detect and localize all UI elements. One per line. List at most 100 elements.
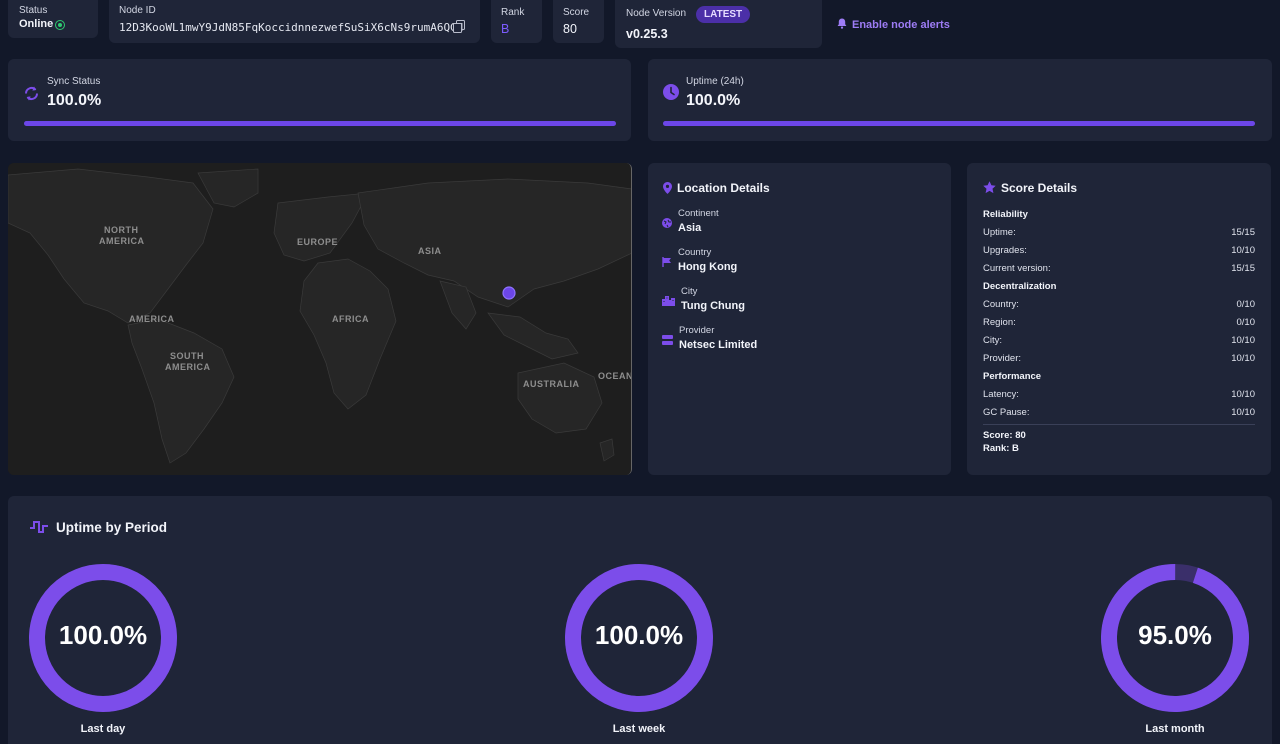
map-label-europe: EUROPE [297, 237, 338, 247]
status-card: Status Online [8, 0, 98, 38]
map-label-america: AMERICA [129, 314, 175, 324]
score-card: Score 80 [553, 0, 604, 43]
map-label-australia: AUSTRALIA [523, 379, 580, 389]
location-continent: Continent Asia [662, 208, 719, 234]
region-row-label: Region: [983, 316, 1016, 328]
continent-label: Continent [678, 208, 719, 219]
performance-heading: Performance [983, 370, 1042, 382]
map-label-south-america-2: AMERICA [165, 362, 211, 372]
city-row-value: 10/10 [1231, 334, 1255, 346]
sync-status-label: Sync Status [47, 76, 101, 87]
copy-icon[interactable] [453, 20, 465, 38]
gc-pause-row-label: GC Pause: [983, 406, 1030, 418]
node-id-card: Node ID 12D3KooWL1mwY9JdN85FqKoccidnnezw… [109, 0, 480, 43]
gc-pause-row-value: 10/10 [1231, 406, 1255, 418]
map-pin-icon [663, 181, 672, 199]
score-details-body: Reliability Uptime: 15/15 Upgrades: 10/10 … [983, 205, 1255, 456]
uptime-by-period-card: Uptime by Period 100.0% Last day 100.0% … [8, 496, 1272, 744]
score-label: Score [563, 7, 590, 18]
uptime-month-label: Last month [1145, 723, 1205, 735]
score-value: 80 [563, 22, 577, 36]
map-label-north-america-2: AMERICA [99, 236, 145, 246]
sync-icon [24, 85, 39, 107]
sync-status-card: Sync Status 100.0% [8, 59, 631, 141]
uptime-donut-month: 95.0% Last month [1099, 562, 1251, 735]
rank-total: Rank: B [983, 443, 1019, 454]
latest-badge: LATEST [696, 6, 751, 23]
score-row: Provider: 10/10 [983, 349, 1255, 367]
node-version-label: Node Version [626, 8, 687, 19]
score-details-title: Score Details [1001, 181, 1078, 195]
globe-icon [662, 218, 672, 228]
rank-label: Rank [501, 7, 525, 18]
uptime-row-label: Uptime: [983, 226, 1016, 238]
current-version-row-label: Current version: [983, 262, 1051, 274]
bell-icon [837, 16, 847, 34]
reliability-heading: Reliability [983, 208, 1028, 220]
uptime-24h-label: Uptime (24h) [686, 76, 744, 87]
continent-value: Asia [678, 222, 702, 234]
node-version-value: v0.25.3 [626, 27, 668, 41]
map-label-africa: AFRICA [332, 314, 369, 324]
provider-value: Netsec Limited [679, 339, 758, 351]
status-value: Online [19, 18, 54, 30]
uptime-24h-card: Uptime (24h) 100.0% [648, 59, 1272, 141]
uptime-24h-progress-bar [663, 121, 1255, 126]
uptime-week-label: Last week [612, 723, 666, 735]
upgrades-row-label: Upgrades: [983, 244, 1027, 256]
world-map[interactable]: NORTH AMERICA EUROPE ASIA AMERICA AFRICA… [8, 163, 632, 475]
score-row: City: 10/10 [983, 331, 1255, 349]
sync-progress-bar [24, 121, 616, 126]
activity-icon [30, 520, 48, 539]
clock-icon [663, 84, 679, 105]
enable-alerts-label: Enable node alerts [852, 19, 950, 31]
map-label-ocean: OCEAN [598, 371, 632, 381]
country-value: Hong Kong [678, 261, 738, 273]
city-icon [662, 296, 675, 306]
location-provider: Provider Netsec Limited [662, 325, 757, 351]
map-svg: NORTH AMERICA EUROPE ASIA AMERICA AFRICA… [8, 163, 632, 475]
uptime-day-value: 100.0% [58, 620, 148, 650]
country-row-value: 0/10 [1236, 298, 1256, 310]
score-row: GC Pause: 10/10 [983, 403, 1255, 421]
score-row: Latency: 10/10 [983, 385, 1255, 403]
provider-row-value: 10/10 [1231, 352, 1255, 364]
score-details-card: Score Details Reliability Uptime: 15/15 U… [967, 163, 1271, 475]
score-divider [983, 424, 1255, 425]
node-id-value: 12D3KooWL1mwY9JdN85FqKoccidnnezwefSuSiX6… [119, 21, 464, 34]
region-row-value: 0/10 [1236, 316, 1256, 328]
uptime-week-value: 100.0% [594, 620, 684, 650]
enable-alerts-link[interactable]: Enable node alerts [837, 16, 950, 34]
rank-card: Rank B [491, 0, 542, 43]
country-label: Country [678, 247, 712, 258]
location-details-title: Location Details [677, 181, 770, 195]
city-value: Tung Chung [681, 300, 745, 312]
uptime-row-value: 15/15 [1231, 226, 1255, 238]
provider-label: Provider [679, 325, 715, 336]
upgrades-row-value: 10/10 [1231, 244, 1255, 256]
latency-row-value: 10/10 [1231, 388, 1255, 400]
uptime-donut-week: 100.0% Last week [563, 562, 715, 735]
latency-row-label: Latency: [983, 388, 1019, 400]
uptime-month-value: 95.0% [1138, 620, 1212, 650]
star-icon [983, 181, 996, 199]
location-city: City Tung Chung [662, 286, 745, 312]
city-label: City [681, 286, 698, 297]
uptime-donut-day: 100.0% Last day [27, 562, 179, 735]
server-icon [662, 335, 673, 345]
status-label: Status [19, 5, 48, 16]
score-row: Upgrades: 10/10 [983, 241, 1255, 259]
uptime-by-period-title: Uptime by Period [56, 520, 168, 535]
score-row: Country: 0/10 [983, 295, 1255, 313]
country-row-label: Country: [983, 298, 1019, 310]
rank-value: B [501, 22, 510, 36]
sync-status-value: 100.0% [47, 92, 102, 109]
flag-icon [662, 257, 671, 267]
location-country: Country Hong Kong [662, 247, 737, 273]
node-location-marker[interactable] [502, 286, 516, 300]
map-label-north-america-1: NORTH [104, 225, 139, 235]
city-row-label: City: [983, 334, 1002, 346]
node-id-label: Node ID [119, 5, 156, 16]
uptime-day-label: Last day [80, 723, 126, 735]
provider-row-label: Provider: [983, 352, 1022, 364]
